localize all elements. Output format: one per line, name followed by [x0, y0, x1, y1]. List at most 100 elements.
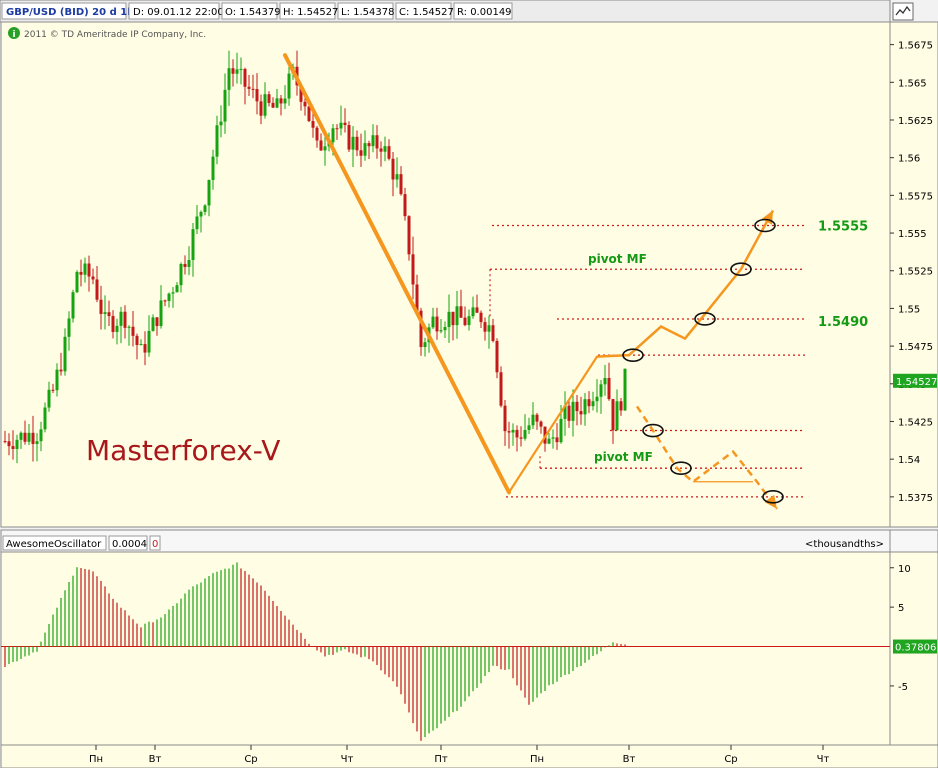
candle [451, 311, 455, 341]
candle [283, 85, 287, 109]
candle [187, 246, 191, 276]
candle [51, 383, 55, 393]
time-tick-label: Чт [341, 754, 354, 765]
oscillator-layer [1, 562, 890, 741]
candle [475, 294, 479, 313]
candle [243, 67, 247, 105]
time-tick-label: Ср [724, 754, 737, 765]
candle [315, 125, 319, 148]
candle [151, 314, 155, 332]
candle [375, 125, 379, 159]
time-tick-label: Чт [817, 754, 830, 765]
candle [527, 417, 531, 435]
indicator-value: 0.0004 [112, 539, 147, 550]
scenario-up-path [596, 209, 775, 358]
oscillator-tick-label: -5 [898, 682, 908, 693]
candle [403, 187, 407, 221]
price-tick-label: 1.5375 [898, 493, 933, 504]
price-badge-value: 1.54527 [896, 377, 937, 388]
candle [603, 364, 607, 396]
price-axis [889, 21, 938, 528]
candle [259, 94, 263, 125]
candle [435, 307, 439, 340]
candle [439, 318, 443, 334]
price-tick-label: 1.5525 [898, 267, 933, 278]
candle [619, 397, 623, 416]
candle [175, 282, 179, 293]
info-badge[interactable]: i [8, 27, 20, 40]
candle [587, 391, 591, 414]
candle [227, 50, 231, 106]
oscillator-badge-value: 0.37806 [895, 643, 936, 654]
candle [167, 292, 171, 308]
candle [547, 432, 551, 445]
candle [119, 306, 123, 344]
candle [339, 105, 343, 136]
candle [615, 389, 619, 431]
info-icon: i [12, 30, 15, 40]
candle [79, 259, 83, 287]
candle [159, 285, 163, 329]
candle [111, 310, 115, 339]
candle [147, 315, 151, 357]
symbol-cell[interactable] [1, 2, 127, 20]
candle [267, 91, 271, 107]
candle [183, 255, 187, 275]
candle [115, 318, 119, 345]
candle [387, 139, 391, 161]
candle [31, 415, 35, 462]
candle [47, 381, 51, 412]
candle [503, 400, 507, 446]
candle [15, 434, 19, 464]
candle [319, 133, 323, 151]
copyright-text: 2011 © TD Ameritrade IP Company, Inc. [24, 30, 206, 40]
candle [43, 402, 47, 433]
low-readout: L: 1.54378 [341, 7, 394, 18]
candle [535, 412, 539, 430]
price-badge: 1.54527 [893, 373, 937, 388]
candle [391, 151, 395, 197]
candle [263, 82, 267, 119]
marker-circle [622, 348, 644, 362]
indicator-value2: 0 [152, 539, 158, 550]
candle [35, 433, 39, 462]
price-tick-label: 1.5675 [898, 41, 933, 52]
level-label: 1.5490 [818, 315, 868, 330]
candle [611, 398, 615, 444]
candle [499, 366, 503, 408]
candle [591, 391, 595, 411]
candle [311, 112, 315, 138]
candle [195, 204, 199, 235]
candle [487, 315, 491, 349]
marker-circle [642, 423, 664, 438]
indicator-name-cell[interactable] [2, 535, 107, 551]
time-tick-label: Ср [244, 754, 257, 765]
candle [523, 414, 527, 441]
candle [323, 133, 327, 166]
candle [395, 157, 399, 188]
price-tick-label: 1.555 [898, 229, 927, 240]
candle [139, 339, 143, 346]
scenario-down-path [635, 405, 779, 510]
candle [131, 311, 135, 347]
candle [443, 321, 447, 339]
close-readout: C: 1.54527 [399, 7, 454, 18]
candle [431, 307, 435, 330]
candle [251, 74, 255, 99]
candle [99, 285, 103, 330]
candle [95, 266, 99, 303]
chart-settings-button[interactable] [892, 2, 914, 21]
candle [507, 421, 511, 449]
time-labels: Пн Вт Ср Чт Пт Пн Вт Ср Чт [89, 745, 830, 765]
candle [143, 331, 147, 366]
candle [19, 431, 23, 449]
time-tick-label: Пт [434, 754, 448, 765]
watermark-text: Masterforex-V [86, 434, 280, 467]
candle [171, 286, 175, 308]
time-tick-label: Пн [89, 754, 103, 765]
price-tick-label: 1.5425 [898, 417, 933, 428]
level-label: 1.5555 [818, 220, 868, 235]
candle [55, 363, 59, 397]
candle [359, 133, 363, 167]
trend-line [283, 53, 511, 495]
